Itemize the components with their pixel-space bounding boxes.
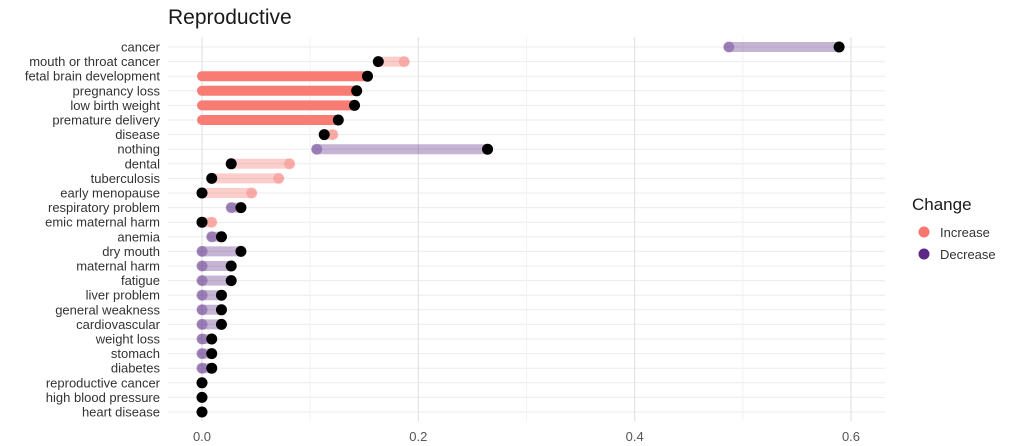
category-label: premature delivery [52, 113, 160, 128]
end-point [372, 56, 384, 68]
start-point [196, 362, 208, 374]
x-tick-label: 0.4 [626, 429, 644, 444]
category-label: fetal brain development [25, 69, 161, 84]
start-point [284, 158, 296, 170]
category-label: nothing [117, 142, 160, 157]
end-point [206, 333, 218, 345]
end-point [206, 362, 218, 374]
start-point [196, 318, 208, 330]
legend-decrease-dot [918, 248, 930, 260]
end-point [235, 245, 247, 257]
x-tick-label: 0.0 [193, 429, 211, 444]
end-point [833, 41, 845, 53]
end-point [225, 260, 237, 272]
category-label: general weakness [55, 302, 160, 317]
legend: Change Increase Decrease [912, 195, 996, 262]
category-label: pregnancy loss [73, 83, 161, 98]
legend-title: Change [912, 195, 972, 214]
end-point [225, 158, 237, 170]
end-point [361, 70, 373, 82]
category-label: tuberculosis [91, 171, 161, 186]
legend-increase-dot [918, 226, 930, 238]
category-label: anemia [117, 229, 160, 244]
category-label: early menopause [60, 186, 160, 201]
end-point [196, 377, 208, 389]
end-point [196, 406, 208, 418]
category-label: liver problem [86, 288, 160, 303]
category-label: cancer [121, 40, 161, 55]
start-point [206, 231, 218, 243]
start-point [246, 187, 258, 199]
end-point [235, 202, 247, 214]
legend-decrease-label: Decrease [940, 247, 996, 262]
end-point [482, 143, 494, 155]
legend-increase-label: Increase [940, 225, 990, 240]
start-point [196, 333, 208, 345]
start-point [196, 245, 208, 257]
end-point [206, 172, 218, 184]
start-point [225, 202, 237, 214]
x-axis-ticks: 0.0 0.2 0.4 0.6 [193, 429, 860, 444]
end-point [349, 99, 361, 111]
start-point [196, 289, 208, 301]
start-point [196, 260, 208, 272]
chart-title: Reproductive [168, 6, 292, 29]
start-point [327, 129, 339, 141]
category-label: dry mouth [102, 244, 160, 259]
category-label: emic maternal harm [45, 215, 160, 230]
x-tick-label: 0.6 [842, 429, 860, 444]
chart-rows [196, 41, 845, 418]
category-label: reproductive cancer [46, 375, 161, 390]
category-label: mouth or throat cancer [29, 54, 160, 69]
end-point [196, 216, 208, 228]
category-label: heart disease [82, 405, 160, 420]
category-label: disease [115, 127, 160, 142]
start-point [398, 56, 410, 68]
end-point [332, 114, 344, 126]
category-label: cardiovascular [76, 317, 160, 332]
category-label: stomach [111, 346, 160, 361]
end-point [351, 85, 363, 97]
end-point [215, 304, 227, 316]
start-point [196, 348, 208, 360]
start-point [273, 172, 285, 184]
category-label: dental [125, 156, 161, 171]
category-label: maternal harm [76, 259, 160, 274]
category-label: diabetes [111, 361, 161, 376]
end-point [196, 187, 208, 199]
category-label: respiratory problem [48, 200, 160, 215]
category-label: high blood pressure [46, 390, 160, 405]
start-point [196, 304, 208, 316]
start-point [723, 41, 735, 53]
x-tick-label: 0.2 [409, 429, 427, 444]
category-label: fatigue [121, 273, 160, 288]
end-point [206, 348, 218, 360]
end-point [318, 129, 330, 141]
start-point [311, 143, 323, 155]
end-point [215, 318, 227, 330]
end-point [196, 391, 208, 403]
start-point [206, 216, 218, 228]
category-label: low birth weight [70, 98, 160, 113]
end-point [215, 289, 227, 301]
start-point [196, 275, 208, 287]
category-label: weight loss [95, 332, 161, 347]
end-point [225, 275, 237, 287]
end-point [215, 231, 227, 243]
